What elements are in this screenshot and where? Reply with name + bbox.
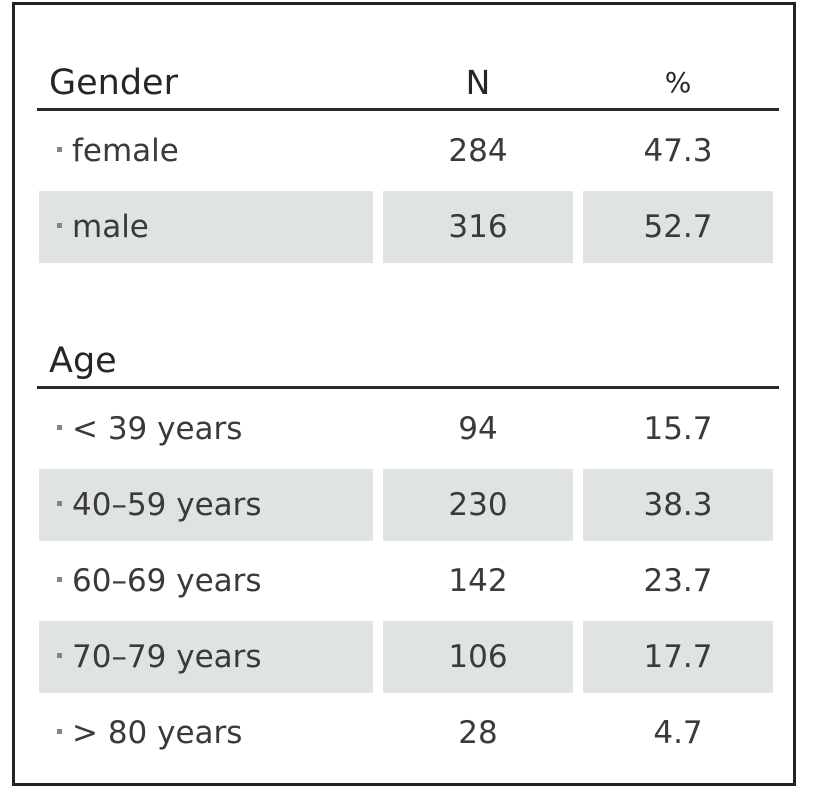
row-percent-cell: 23.7 xyxy=(643,563,713,599)
bullet-icon xyxy=(57,425,62,430)
row-label-cell: 70–79 years xyxy=(39,621,373,693)
row-label: > 80 years xyxy=(72,715,243,751)
row-n-cell: 316 xyxy=(383,191,573,263)
row-label-cell: male xyxy=(39,191,373,263)
row-n-cell: 230 xyxy=(383,469,573,541)
age-section: Age < 39 years 94 15.7 40–59 years 230 3… xyxy=(37,341,779,769)
row-percent-cell: 17.7 xyxy=(583,621,773,693)
row-percent-cell: 38.3 xyxy=(583,469,773,541)
table-row: > 80 years 28 4.7 xyxy=(37,693,779,769)
table-row: male 316 52.7 xyxy=(37,187,779,263)
bullet-icon xyxy=(57,147,62,152)
row-label: female xyxy=(72,133,179,169)
bullet-icon xyxy=(57,223,62,228)
row-percent-cell: 47.3 xyxy=(643,133,713,169)
table-row: < 39 years 94 15.7 xyxy=(37,389,779,465)
row-label-cell: female xyxy=(39,115,373,187)
bullet-icon xyxy=(57,577,62,582)
section-title-age: Age xyxy=(49,341,117,381)
row-n-cell: 284 xyxy=(448,133,508,169)
row-n-cell: 94 xyxy=(458,411,498,447)
bullet-icon xyxy=(57,729,62,734)
column-header-percent: % xyxy=(664,66,692,99)
age-header: Age xyxy=(37,341,779,389)
row-label: 60–69 years xyxy=(72,563,262,599)
gender-header: Gender N % xyxy=(37,63,779,111)
table-frame: Gender N % female 284 47.3 male 316 52.7… xyxy=(12,2,796,786)
row-label: 70–79 years xyxy=(72,639,262,675)
row-n-cell: 142 xyxy=(448,563,508,599)
row-label-cell: > 80 years xyxy=(39,697,373,769)
section-title-gender: Gender xyxy=(49,63,178,103)
table-row: female 284 47.3 xyxy=(37,111,779,187)
row-label: 40–59 years xyxy=(72,487,262,523)
row-label-cell: < 39 years xyxy=(39,393,373,465)
bullet-icon xyxy=(57,501,62,506)
row-percent-cell: 52.7 xyxy=(583,191,773,263)
row-percent-cell: 4.7 xyxy=(653,715,703,751)
row-label-cell: 60–69 years xyxy=(39,545,373,617)
bullet-icon xyxy=(57,653,62,658)
row-n-cell: 28 xyxy=(458,715,498,751)
row-label-cell: 40–59 years xyxy=(39,469,373,541)
table-row: 70–79 years 106 17.7 xyxy=(37,617,779,693)
row-label: male xyxy=(72,209,149,245)
table-row: 40–59 years 230 38.3 xyxy=(37,465,779,541)
row-percent-cell: 15.7 xyxy=(643,411,713,447)
row-n-cell: 106 xyxy=(383,621,573,693)
gender-section: Gender N % female 284 47.3 male 316 52.7 xyxy=(37,63,779,263)
column-header-n: N xyxy=(465,63,491,102)
row-label: < 39 years xyxy=(72,411,243,447)
table-row: 60–69 years 142 23.7 xyxy=(37,541,779,617)
